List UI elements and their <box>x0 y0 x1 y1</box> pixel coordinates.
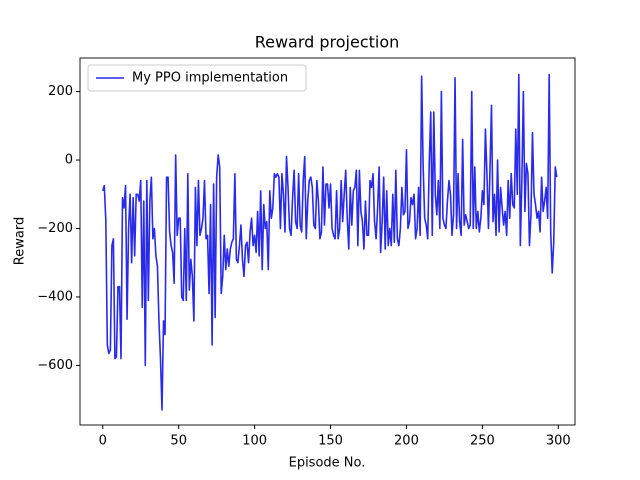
y-tick-label: 200 <box>48 84 73 99</box>
x-tick-label: 150 <box>318 434 343 449</box>
plot-frame <box>79 57 576 426</box>
legend-box <box>87 64 307 92</box>
x-axis-label: Episode No. <box>289 456 366 471</box>
legend-label: My PPO implementation <box>132 71 288 86</box>
x-tick-label: 50 <box>170 434 187 449</box>
x-tick-label: 250 <box>470 434 495 449</box>
chart-title: Reward projection <box>255 33 400 52</box>
y-tick-label: 0 <box>65 153 73 168</box>
x-tick-label: 100 <box>242 434 267 449</box>
series-line <box>102 73 558 411</box>
y-axis-label: Reward <box>13 217 28 265</box>
y-tick-label: −600 <box>37 358 73 373</box>
y-tick-label: −400 <box>37 289 73 304</box>
x-tick-label: 200 <box>394 434 419 449</box>
x-tick-label: 0 <box>99 434 107 449</box>
y-tick-label: −200 <box>37 221 73 236</box>
x-tick-label: 300 <box>546 434 571 449</box>
